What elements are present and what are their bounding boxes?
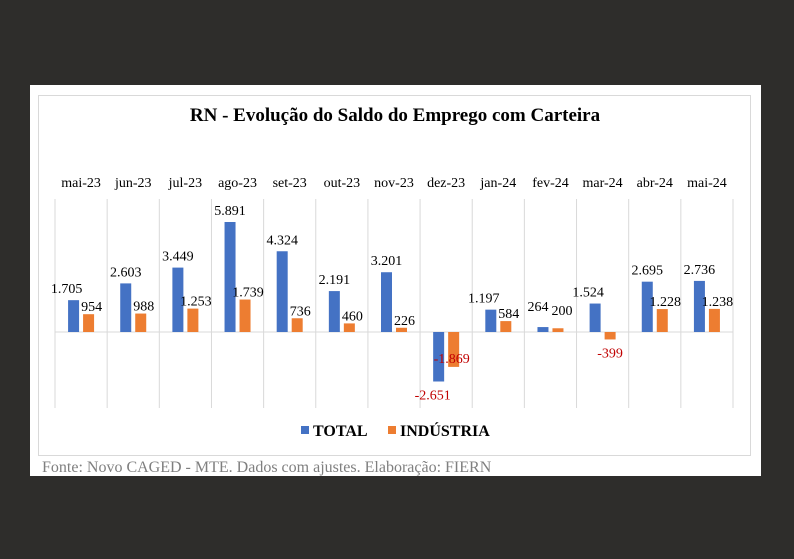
bar-total <box>172 267 184 332</box>
data-label-industria: 954 <box>81 300 102 315</box>
data-label-total: 1.705 <box>51 282 82 297</box>
category-label: jul-23 <box>168 176 202 191</box>
data-label-total: 5.891 <box>214 204 246 219</box>
data-label-industria: -1.869 <box>434 352 470 367</box>
category-label: dez-23 <box>427 176 465 191</box>
data-label-industria: 584 <box>498 307 519 322</box>
bar-total <box>641 281 653 332</box>
data-label-total: 3.449 <box>162 250 194 265</box>
category-label: abr-24 <box>637 176 673 191</box>
data-label-industria: 988 <box>133 300 154 315</box>
bar-total <box>381 272 392 332</box>
bar-industria <box>500 321 512 332</box>
category-label: ago-23 <box>218 176 257 191</box>
data-label-total: 264 <box>527 300 548 315</box>
data-label-total: 1.524 <box>572 286 604 301</box>
bar-industria <box>396 327 407 332</box>
data-label-industria: 200 <box>551 304 572 319</box>
bar-total <box>120 283 132 332</box>
legend-label-total: TOTAL <box>313 423 368 440</box>
bar-total <box>68 300 80 332</box>
data-label-industria: 1.238 <box>702 295 734 310</box>
category-label: mai-23 <box>61 176 101 191</box>
bars <box>68 222 720 382</box>
bar-industria <box>552 328 564 332</box>
chart-sheet: RN - Evolução do Saldo do Emprego com Ca… <box>30 85 761 476</box>
chart-svg: RN - Evolução do Saldo do Emprego com Ca… <box>51 105 734 440</box>
bar-industria <box>187 308 199 332</box>
category-label: fev-24 <box>532 176 569 191</box>
bar-industria <box>656 309 668 332</box>
data-label-industria: 736 <box>290 304 311 319</box>
data-label-total: 2.695 <box>632 264 664 279</box>
data-label-industria: 460 <box>342 309 363 324</box>
legend-label-industria: INDÚSTRIA <box>400 421 490 440</box>
category-labels: mai-23 jun-23 jul-23 ago-23 set-23 out-23 nov-… <box>61 176 727 191</box>
data-label-total: -2.651 <box>415 389 451 404</box>
category-label: jun-23 <box>114 176 152 191</box>
category-label: nov-23 <box>374 176 414 191</box>
legend-swatch-industria <box>388 426 396 434</box>
data-label-total: 2.191 <box>319 273 351 288</box>
bar-industria <box>448 332 460 367</box>
chart-title: RN - Evolução do Saldo do Emprego com Ca… <box>190 105 601 126</box>
legend: TOTAL INDÚSTRIA <box>301 421 490 440</box>
data-label-total: 2.603 <box>110 265 142 280</box>
bar-industria <box>604 332 616 340</box>
bar-total <box>537 327 549 332</box>
bar-total <box>224 222 236 332</box>
data-label-industria: 226 <box>394 314 415 329</box>
data-label-total: 3.201 <box>371 254 403 269</box>
data-label-total: 2.736 <box>684 263 716 278</box>
bar-total <box>328 291 340 332</box>
bar-industria <box>343 323 355 332</box>
bar-total <box>693 280 705 332</box>
bar-industria <box>239 299 251 332</box>
bar-industria <box>291 318 303 332</box>
source-note: Fonte: Novo CAGED - MTE. Dados com ajust… <box>42 459 492 476</box>
chart-area: RN - Evolução do Saldo do Emprego com Ca… <box>38 95 751 456</box>
category-label: jan-24 <box>479 176 516 191</box>
category-label: set-23 <box>273 176 307 191</box>
bar-industria <box>708 308 720 332</box>
bar-total <box>433 332 445 382</box>
data-label-industria: 1.253 <box>180 295 212 310</box>
bar-total <box>589 303 601 332</box>
legend-swatch-total <box>301 426 309 434</box>
data-label-industria: 1.228 <box>650 295 682 310</box>
category-label: mai-24 <box>687 176 727 191</box>
bar-industria <box>135 313 147 332</box>
data-label-industria: -399 <box>597 346 623 361</box>
data-label-industria: 1.739 <box>232 286 263 301</box>
bar-industria <box>83 314 95 332</box>
category-label: mar-24 <box>583 176 623 191</box>
data-labels: 1.705 2.603 3.449 5.891 4.324 2.191 3.201 -2.65… <box>51 204 733 404</box>
data-label-total: 1.197 <box>468 292 500 307</box>
data-label-total: 4.324 <box>266 233 298 248</box>
category-label: out-23 <box>324 176 361 191</box>
bar-total <box>485 309 497 332</box>
gridlines <box>54 199 734 408</box>
bar-total <box>276 251 288 332</box>
